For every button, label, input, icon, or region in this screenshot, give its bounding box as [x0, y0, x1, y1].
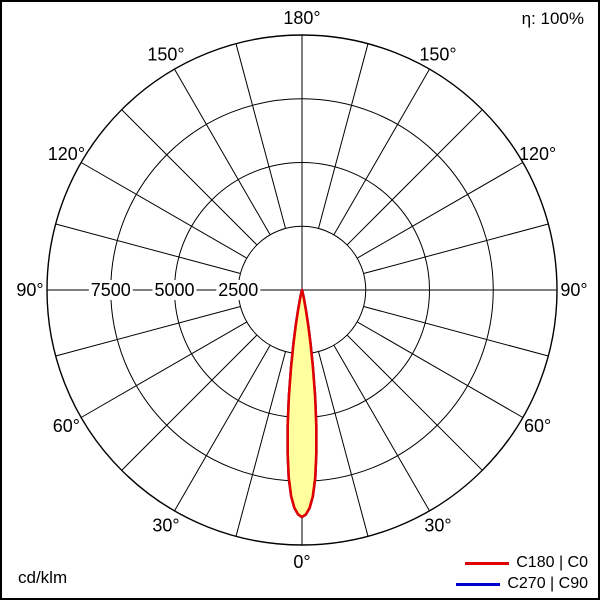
legend-line-c270-c90 [456, 582, 501, 586]
grid-spoke-225 [121, 109, 258, 246]
grid-spoke-195 [235, 43, 286, 229]
r-axis-label-bg-7500 [88, 280, 133, 300]
grid-spoke-135 [346, 109, 483, 246]
legend-item-c270-c90: C270 | C90 [456, 575, 588, 593]
angle-label-150-left: 150° [147, 44, 184, 64]
grid-spoke-285 [55, 306, 241, 357]
angle-label-120-right: 120° [519, 144, 556, 164]
r-axis-label-7500: 7500 [91, 280, 131, 300]
grid-spoke-240 [80, 162, 248, 259]
grid-spoke-60 [356, 321, 524, 418]
grid-spoke-105 [363, 223, 549, 274]
grid-spoke-315 [121, 334, 258, 471]
legend-line-c180-c0 [465, 561, 510, 565]
angle-label-60-left: 60° [53, 416, 80, 436]
angle-label-120-left: 120° [48, 144, 85, 164]
r-axis-label-5000: 5000 [154, 280, 194, 300]
r-axis-label-bg-5000 [152, 280, 197, 300]
grid-spoke-345 [235, 351, 286, 537]
legend-label-c180-c0: C180 | C0 [516, 554, 588, 571]
grid-spoke-30 [333, 344, 430, 512]
r-axis-label-bg-2500 [216, 280, 261, 300]
legend-label-c270-c90: C270 | C90 [507, 575, 588, 592]
angle-label-180: 180° [283, 8, 320, 28]
legend: C180 | C0 C270 | C90 [456, 554, 588, 593]
grid-spoke-75 [363, 306, 549, 357]
angle-label-90-left: 90° [16, 280, 43, 300]
angle-label-150-right: 150° [419, 44, 456, 64]
beam-curve-c180-c0 [286, 288, 318, 519]
legend-item-c180-c0: C180 | C0 [456, 554, 588, 572]
grid-spoke-120 [356, 162, 524, 259]
grid-spoke-330 [174, 344, 271, 512]
angle-label-30-right: 30° [424, 516, 451, 536]
grid-spoke-300 [80, 321, 248, 418]
efficiency-label: η: 100% [521, 9, 584, 28]
angle-label-0: 0° [293, 552, 310, 572]
grid-spoke-45 [346, 334, 483, 471]
grid-spoke-165 [318, 43, 369, 229]
grid-spoke-15 [318, 351, 369, 537]
r-axis-label-2500: 2500 [218, 280, 258, 300]
angle-label-30-left: 30° [152, 516, 179, 536]
grid-spoke-150 [333, 68, 430, 236]
angle-label-90-right: 90° [560, 280, 587, 300]
unit-label: cd/klm [18, 568, 68, 587]
grid-spoke-210 [174, 68, 271, 236]
grid-spoke-255 [55, 223, 241, 274]
angle-label-60-right: 60° [524, 416, 551, 436]
